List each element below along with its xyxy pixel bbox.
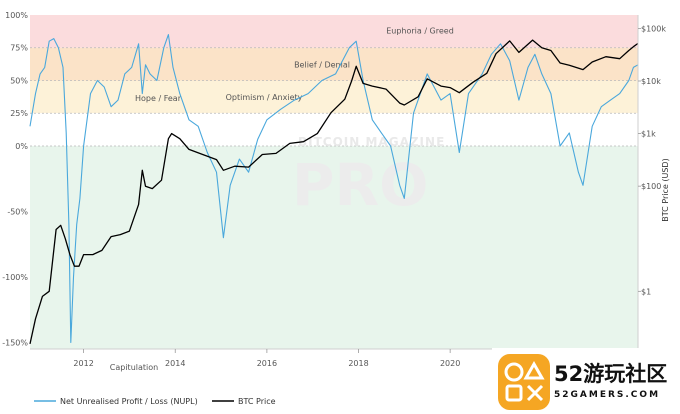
zone-label: Belief / Denial: [294, 60, 350, 69]
y-left-tick-label: 75%: [10, 44, 28, 53]
game-controller-icon: [498, 354, 550, 410]
zone-label: Capitulation: [110, 363, 158, 372]
axis-ticks: 100% 75% 50% 25% 0% -50% -100% -150% $100k $10k $1…: [2, 11, 666, 368]
legend-entry[interactable]: Net Unrealised Profit / Loss (NUPL): [60, 397, 198, 406]
btc-price-series-line: [29, 39, 639, 345]
x-tick-label: 2012: [73, 359, 93, 368]
y-left-tick-label: -50%: [7, 207, 28, 216]
x-tick-label: 2018: [348, 359, 368, 368]
zone-label: Optimism / Anxiety: [226, 93, 303, 102]
zone-label: Euphoria / Greed: [386, 27, 454, 36]
x-tick-label: 2020: [440, 359, 460, 368]
badge-logo-text-en: 52GAMERS.COM: [554, 390, 661, 400]
zone-band: [30, 145, 638, 349]
y-right-axis-title: BTC Price (USD): [661, 158, 670, 221]
zone-labels: Euphoria / Greed Belief / Denial Optimism …: [110, 27, 454, 372]
y-right-tick-label: $10k: [641, 77, 661, 86]
y-left-tick-label: -100%: [2, 273, 28, 282]
legend: Net Unrealised Profit / Loss (NUPL) BTC P…: [34, 397, 276, 406]
watermark-small-text: BITCOIN MAGAZINE: [298, 135, 445, 149]
zone-band: [30, 80, 638, 114]
watermark: BITCOIN MAGAZINE PRO: [292, 135, 445, 219]
y-right-tick-label: $100: [641, 182, 661, 191]
y-left-tick-label: -150%: [2, 338, 28, 347]
y-left-tick-label: 0%: [15, 142, 28, 151]
badge-logo-text-cn: 52游玩社区: [554, 362, 668, 386]
y-right-tick-label: $1: [641, 287, 651, 296]
x-tick-label: 2016: [257, 359, 277, 368]
y-left-tick-label: 50%: [10, 76, 28, 85]
watermark-badge: 52游玩社区 52GAMERS.COM: [492, 348, 680, 414]
zone-label: Hope / Fear: [135, 94, 182, 103]
zone-band: [30, 15, 638, 48]
nupl-series-line: [29, 34, 639, 344]
series-lines: [29, 34, 639, 345]
zone-band: [30, 113, 638, 146]
x-tick-label: 2014: [165, 359, 185, 368]
y-right-tick-label: $1k: [641, 130, 656, 139]
y-left-tick-label: 25%: [10, 109, 28, 118]
sentiment-zones: [30, 15, 638, 349]
legend-entry[interactable]: BTC Price: [238, 397, 276, 406]
zone-boundary-lines: [30, 47, 638, 147]
y-right-tick-label: $100k: [641, 24, 666, 33]
y-left-tick-label: 100%: [5, 11, 28, 20]
